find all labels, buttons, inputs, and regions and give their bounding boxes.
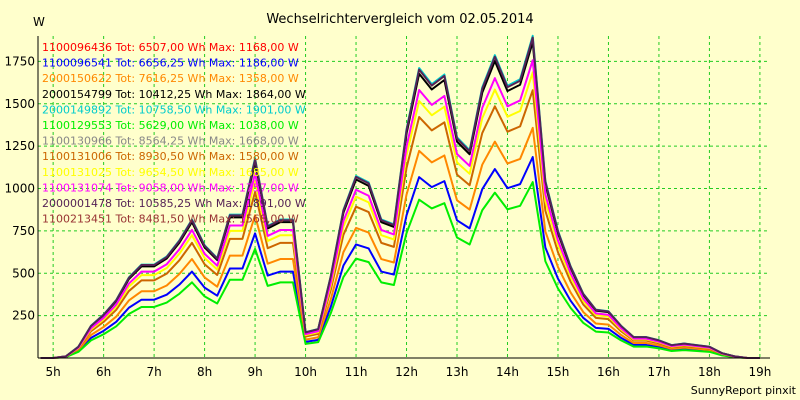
x-tick-label: 11h (345, 365, 368, 379)
x-tick-label: 10h (294, 365, 317, 379)
x-tick-labels: 5h 6h 7h 8h 9h 10h 11h 12h 13h 14h 15h 16h 17h 18h 19h (46, 365, 772, 379)
x-tick-label: 9h (247, 365, 262, 379)
x-tick-label: 18h (698, 365, 721, 379)
x-tick-label: 16h (597, 365, 620, 379)
legend-entry: 2000149892 Tot: 10758,50 Wh Max: 1901,00… (42, 103, 306, 116)
legend: 1100096436 Tot: 6507,00 Wh Max: 1168,00 … (42, 41, 306, 226)
legend-entry: 2000001478 Tot: 10585,25 Wh Max: 1891,00… (42, 197, 306, 210)
y-tick-label: 750 (12, 224, 35, 238)
y-tick-labels: 250 500 750 1000 1250 1500 1750 (4, 54, 35, 322)
legend-entry: 1100096541 Tot: 6656,25 Wh Max: 1186,00 … (42, 57, 299, 70)
x-tick-label: 12h (395, 365, 418, 379)
legend-entry: 1100131006 Tot: 8930,50 Wh Max: 1580,00 … (42, 150, 299, 163)
x-tick-label: 8h (197, 365, 212, 379)
legend-entry: 1100129553 Tot: 5629,00 Wh Max: 1038,00 … (42, 119, 299, 132)
series-line (40, 89, 760, 359)
series-line (40, 126, 760, 359)
x-tick-label: 15h (547, 365, 570, 379)
axes (37, 36, 770, 359)
legend-entry: 1100131025 Tot: 9654,50 Wh Max: 1685,00 … (42, 166, 299, 179)
x-tick-label: 13h (446, 365, 469, 379)
y-tick-label: 1000 (4, 182, 35, 196)
y-tick-label: 500 (12, 266, 35, 280)
legend-entry: 1100130966 Tot: 8564,25 Wh Max: 1668,00 … (42, 135, 299, 148)
x-tick-label: 6h (96, 365, 111, 379)
y-tick-label: 1500 (4, 97, 35, 111)
x-tick-label: 19h (748, 365, 771, 379)
legend-entry: 1100131074 Tot: 9058,00 Wh Max: 1757,00 … (42, 181, 299, 194)
legend-entry: 2000154799 Tot: 10412,25 Wh Max: 1864,00… (42, 88, 306, 101)
series-line (40, 156, 760, 359)
legend-entry: 1100213451 Tot: 8481,50 Wh Max: 1568,00 … (42, 213, 299, 226)
y-axis-label: W (33, 15, 45, 29)
x-tick-label: 5h (46, 365, 61, 379)
x-tick-label: 7h (146, 365, 161, 379)
x-tick-label: 17h (648, 365, 671, 379)
y-tick-label: 250 (12, 309, 35, 323)
series-line (40, 181, 760, 359)
legend-entry: 1100096436 Tot: 6507,00 Wh Max: 1168,00 … (42, 41, 299, 54)
legend-entry: 2000150622 Tot: 7616,25 Wh Max: 1358,00 … (42, 72, 299, 85)
y-tick-label: 1750 (4, 54, 35, 68)
series-lines (40, 34, 760, 359)
y-tick-label: 1250 (4, 139, 35, 153)
chart-title: Wechselrichtervergleich vom 02.05.2014 (266, 12, 533, 27)
x-tick-label: 14h (496, 365, 519, 379)
series-line (40, 36, 760, 359)
footer-credit: SunnyReport pinxit (691, 384, 797, 397)
series-line (40, 59, 760, 359)
